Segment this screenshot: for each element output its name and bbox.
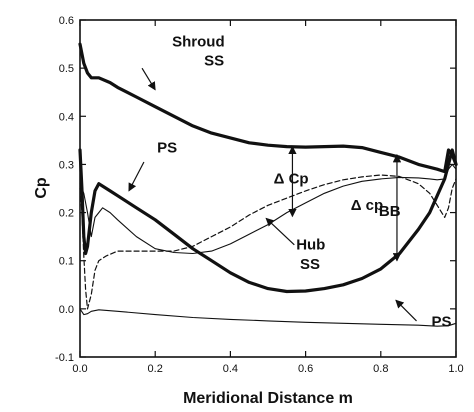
y-tick-label: 0.2 [59, 208, 74, 220]
leader-arrow-2 [128, 161, 145, 192]
annotation-label: PS [432, 314, 452, 331]
x-tick-label: 0.6 [298, 363, 313, 375]
series-line-4 [79, 308, 457, 327]
x-tick-label: 0.2 [148, 363, 163, 375]
x-tick-label: 0.8 [373, 363, 388, 375]
y-tick-label: 0.0 [59, 304, 74, 316]
annotation-label: PS [157, 139, 177, 156]
annotation-label: Hub [296, 237, 325, 254]
x-axis-label: Meridional Distance m [183, 390, 353, 407]
series-line-1 [78, 42, 458, 174]
series-line-3 [79, 163, 457, 255]
x-tick-label: 0.0 [72, 363, 87, 375]
series-line-2 [78, 148, 458, 294]
annotation-label: Δ cp [351, 197, 383, 214]
x-tick-label: 1.0 [448, 363, 463, 375]
annotation-label: BB [379, 203, 401, 220]
plot-frame [79, 19, 457, 358]
y-tick-label: 0.6 [59, 15, 74, 27]
arrow-group [128, 67, 417, 322]
leader-arrow-1 [141, 67, 156, 91]
y-axis-label: Cp [33, 177, 50, 199]
y-tick-label: 0.1 [59, 256, 74, 268]
leader-arrow-3 [265, 217, 295, 246]
y-tick-label: 0.3 [59, 159, 74, 171]
leader-arrow-4 [395, 299, 417, 322]
axis-ticks: 0.0 0.2 0.4 0.6 0.8 1.0-0.10.00.10.20.30.40.5… [55, 15, 464, 375]
annotation-label: Shroud [172, 33, 225, 50]
series-line-5 [79, 174, 457, 310]
annotation-label: SS [300, 256, 320, 273]
x-tick-label: 0.4 [223, 363, 238, 375]
annotation-label: Δ Cp [274, 171, 309, 188]
series-group [78, 42, 458, 327]
annotation-label: SS [204, 53, 224, 70]
y-tick-label: 0.5 [59, 63, 74, 75]
y-tick-label: -0.1 [55, 352, 74, 364]
y-tick-label: 0.4 [59, 111, 74, 123]
